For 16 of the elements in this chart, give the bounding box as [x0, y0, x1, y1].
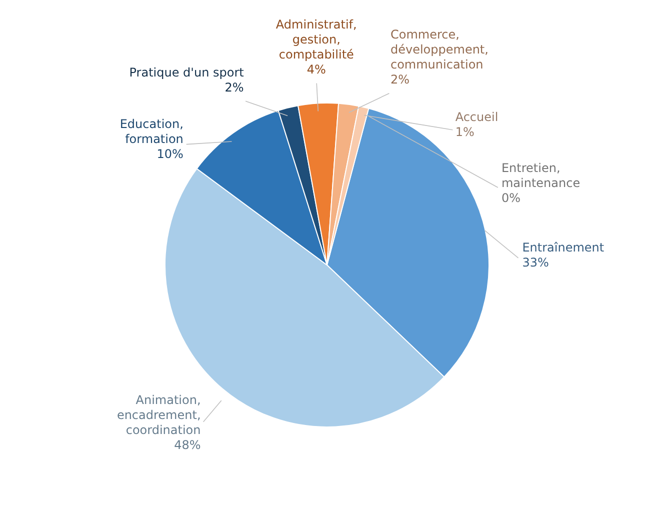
slice-label: Education, formation	[120, 117, 184, 146]
category-label: Entretien, maintenance	[501, 161, 580, 190]
slice-label: Commerce, développement, communication	[390, 28, 488, 72]
slice-label: Animation, encadrement, coordination	[116, 392, 201, 437]
slice-label: Entraînement	[522, 240, 604, 255]
slice-label: Pratique d'un sport	[129, 66, 244, 80]
slice-label: Administratif, gestion, comptabilité	[276, 17, 357, 62]
data-label: 2%	[390, 72, 410, 87]
text: 0%	[501, 191, 521, 206]
data-label: 2%	[224, 80, 244, 95]
data-label: 33%	[522, 256, 549, 270]
data-label: 48%	[174, 438, 201, 452]
data-label: 10%	[156, 147, 184, 162]
data-label: 1%	[455, 124, 474, 139]
slice-label: Accueil	[455, 110, 498, 124]
data-label: 4%	[306, 62, 326, 76]
